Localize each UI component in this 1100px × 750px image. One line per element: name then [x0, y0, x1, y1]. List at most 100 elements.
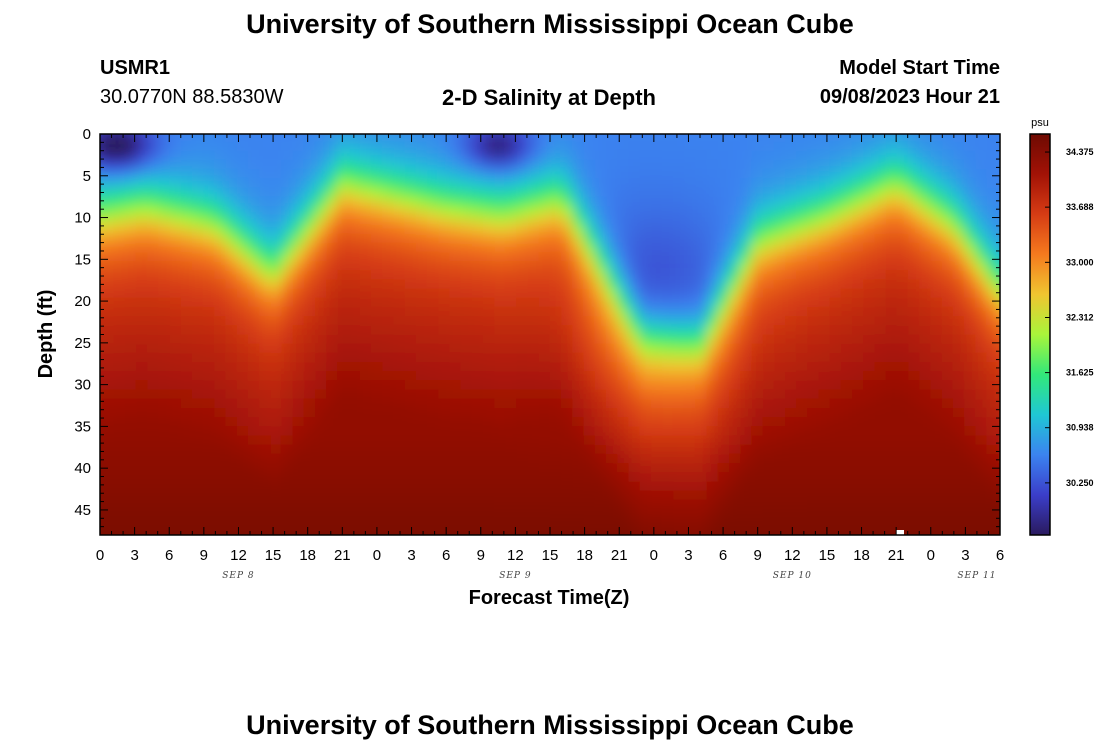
heatmap-cell: [460, 343, 473, 354]
heatmap-cell: [583, 398, 596, 409]
heatmap-cell: [785, 481, 797, 492]
heatmap-cell: [717, 490, 730, 501]
heatmap-cell: [706, 417, 719, 427]
heatmap-cell: [135, 325, 148, 336]
heatmap-cell: [695, 537, 707, 547]
heatmap-cell: [852, 509, 864, 519]
heatmap-cell: [975, 123, 987, 133]
heatmap-cell: [796, 123, 808, 133]
heatmap-cell: [404, 426, 417, 437]
heatmap-cell: [180, 224, 193, 235]
heatmap-cell: [516, 343, 529, 354]
heatmap-cell: [460, 196, 473, 207]
heatmap-cell: [930, 380, 943, 391]
heatmap-cell: [494, 261, 506, 271]
heatmap-cell: [482, 371, 495, 382]
heatmap-cell: [740, 380, 753, 391]
heatmap-cell: [706, 270, 719, 280]
heatmap-cell: [449, 178, 462, 189]
heatmap-cell: [706, 306, 719, 317]
heatmap-cell: [337, 481, 350, 492]
heatmap-cell: [404, 159, 417, 170]
heatmap-cell: [885, 334, 898, 345]
heatmap-cell: [348, 343, 361, 354]
heatmap-cell: [382, 205, 394, 216]
heatmap-cell: [885, 481, 898, 492]
heatmap-cell: [561, 316, 573, 326]
heatmap-cell: [538, 343, 551, 354]
heatmap-cell: [617, 178, 629, 189]
heatmap-cell: [975, 297, 988, 308]
heatmap-cell: [729, 150, 741, 161]
heatmap-cell: [829, 215, 842, 225]
heatmap-cell: [259, 306, 271, 317]
heatmap-cell: [919, 435, 932, 446]
heatmap-cell: [829, 261, 842, 271]
heatmap-cell: [270, 134, 283, 143]
heatmap-cell: [382, 435, 394, 446]
heatmap-cell: [337, 426, 350, 437]
heatmap-cell: [135, 509, 148, 519]
heatmap-cell: [393, 417, 406, 427]
heatmap-cell: [281, 233, 294, 244]
heatmap-cell: [225, 242, 238, 253]
heatmap-cell: [236, 408, 249, 418]
heatmap-cell: [214, 196, 227, 207]
heatmap-cell: [919, 316, 932, 326]
heatmap-cell: [874, 444, 887, 455]
heatmap-cell: [829, 463, 842, 473]
heatmap-cell: [997, 325, 1000, 336]
heatmap-cell: [225, 463, 238, 473]
heatmap-cell: [605, 518, 618, 529]
heatmap-cell: [370, 490, 383, 501]
heatmap-cell: [516, 242, 529, 253]
heatmap-cell: [169, 343, 182, 354]
heatmap-cell: [135, 453, 148, 464]
heatmap-cell: [695, 261, 708, 271]
heatmap-cell: [192, 537, 204, 547]
heatmap-cell: [460, 297, 473, 308]
heatmap-cell: [370, 325, 383, 336]
heatmap-cell: [740, 499, 753, 510]
heatmap-cell: [169, 527, 182, 535]
heatmap-cell: [527, 270, 540, 280]
heatmap-cell: [852, 537, 864, 547]
heatmap-cell: [807, 481, 820, 492]
heatmap-cell: [247, 187, 260, 198]
heatmap-cell: [135, 499, 148, 510]
heatmap-cell: [370, 205, 383, 216]
heatmap-cell: [247, 499, 260, 510]
heatmap-cell: [584, 114, 596, 124]
heatmap-cell: [124, 453, 137, 464]
heatmap-cell: [852, 141, 864, 152]
heatmap-cell: [975, 408, 988, 418]
heatmap-cell: [628, 380, 641, 391]
heatmap-cell: [214, 169, 227, 179]
heatmap-cell: [717, 306, 730, 317]
heatmap-cell: [583, 316, 596, 326]
heatmap-cell: [449, 546, 461, 556]
heatmap-cell: [605, 224, 618, 235]
heatmap-cell: [169, 270, 182, 280]
heatmap-cell: [695, 306, 708, 317]
heatmap-cell: [952, 499, 965, 510]
heatmap-cell: [438, 150, 450, 161]
heatmap-cell: [303, 352, 316, 363]
heatmap-cell: [169, 398, 182, 409]
heatmap-cell: [505, 509, 518, 519]
heatmap-cell: [147, 279, 159, 290]
heatmap-cell: [605, 463, 618, 473]
heatmap-cell: [326, 380, 338, 391]
heatmap-cell: [1009, 224, 1021, 234]
heatmap-cell: [650, 270, 663, 280]
heatmap-cell: [673, 362, 685, 372]
heatmap-cell: [1009, 123, 1021, 133]
heatmap-cell: [594, 251, 607, 262]
heatmap-cell: [751, 169, 764, 179]
heatmap-cell: [214, 343, 227, 354]
heatmap-cell: [415, 279, 428, 290]
heatmap-cell: [370, 196, 383, 207]
heatmap-cell: [773, 141, 786, 152]
heatmap-cell: [438, 114, 450, 124]
heatmap-cell: [158, 297, 171, 308]
